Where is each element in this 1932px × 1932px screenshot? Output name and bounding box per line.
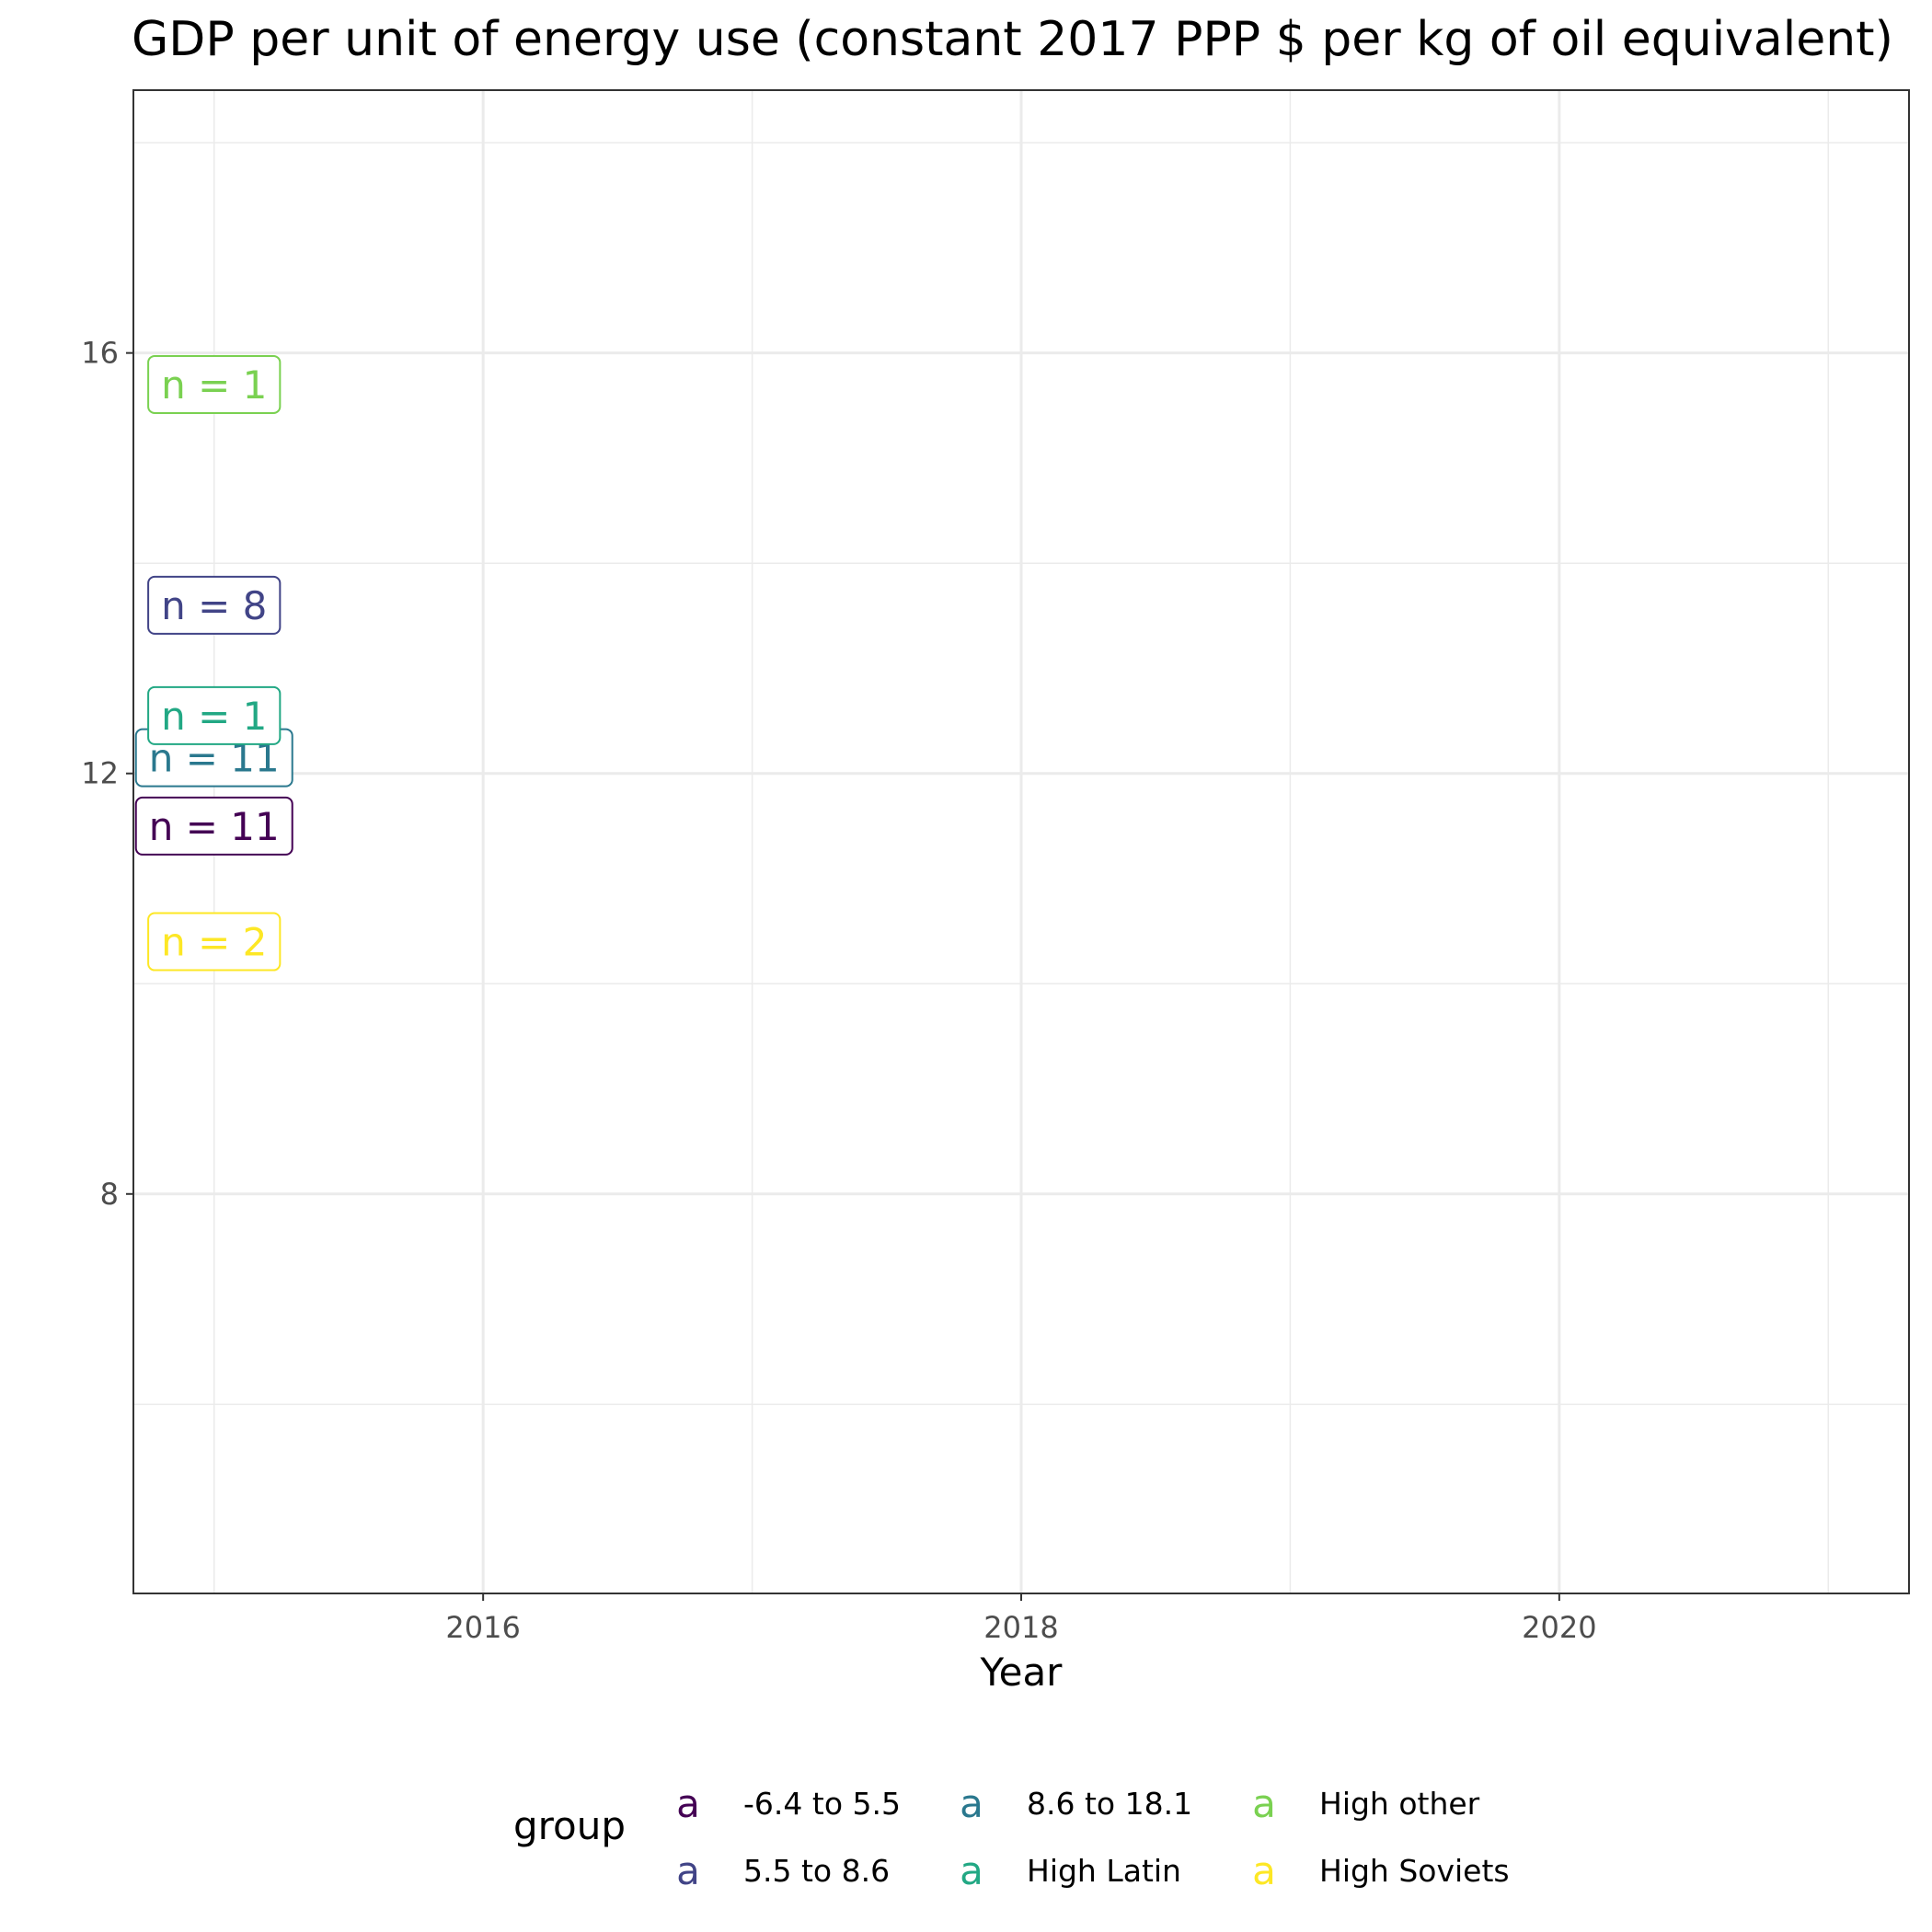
legend-item: a High Soviets: [1252, 1848, 1509, 1893]
data-label-box: [134, 796, 293, 856]
legend-label: 5.5 to 8.6: [743, 1853, 890, 1889]
legend-key: a: [960, 1848, 983, 1893]
legend-key: a: [1252, 1781, 1276, 1826]
data-label: n = 8: [147, 575, 282, 635]
legend-key: a: [676, 1781, 700, 1826]
y-axis: 8 12 16: [81, 336, 133, 1212]
legend-title: group: [513, 1803, 626, 1848]
data-label: n = 1: [147, 685, 282, 745]
legend-item: a High other: [1252, 1781, 1480, 1826]
x-tick-label: 2016: [445, 1610, 520, 1645]
data-label: n = 1: [147, 354, 282, 414]
y-tick-label: 12: [81, 756, 119, 791]
legend-label: High other: [1319, 1786, 1480, 1822]
data-labels: n = 11n = 8n = 11n = 1n = 1n = 2: [134, 354, 293, 972]
legend-key: a: [676, 1848, 700, 1893]
data-label-text: n = 2: [161, 920, 267, 965]
legend-item: a 8.6 to 18.1: [960, 1781, 1192, 1826]
data-label-box: [147, 575, 282, 635]
legend-item: a 5.5 to 8.6: [676, 1848, 890, 1893]
legend-label: 8.6 to 18.1: [1027, 1786, 1192, 1822]
legend-items: a -6.4 to 5.5 a 5.5 to 8.6 a 8.6 to 18.1 a High…: [676, 1781, 1509, 1893]
data-label-box: [147, 354, 282, 414]
legend-key: a: [960, 1781, 983, 1826]
y-tick-label: 8: [100, 1177, 119, 1212]
y-tick-label: 16: [81, 336, 119, 371]
legend-label: High Latin: [1027, 1853, 1181, 1889]
data-label-text: n = 11: [149, 804, 280, 849]
data-label-text: n = 8: [161, 583, 267, 628]
legend-item: a -6.4 to 5.5: [676, 1781, 901, 1826]
legend-key: a: [1252, 1848, 1276, 1893]
data-label-box: [147, 685, 282, 745]
x-tick-label: 2020: [1522, 1610, 1596, 1645]
x-axis-title: Year: [980, 1650, 1064, 1695]
legend-label: High Soviets: [1319, 1853, 1510, 1889]
data-label: n = 11: [134, 796, 293, 856]
legend-label: -6.4 to 5.5: [743, 1786, 901, 1822]
x-axis: 2016 2018 2020: [445, 1593, 1597, 1645]
chart-title: GDP per unit of energy use (constant 201…: [132, 12, 1893, 67]
data-label: n = 2: [147, 912, 282, 972]
data-label-text: n = 1: [161, 694, 267, 739]
data-label-text: n = 1: [161, 362, 267, 408]
legend-item: a High Latin: [960, 1848, 1181, 1893]
data-label-box: [147, 912, 282, 972]
grid-major: [133, 90, 1909, 1593]
legend: group a -6.4 to 5.5 a 5.5 to 8.6 a 8.6 to 18.…: [513, 1781, 1510, 1893]
x-tick-label: 2018: [983, 1610, 1058, 1645]
